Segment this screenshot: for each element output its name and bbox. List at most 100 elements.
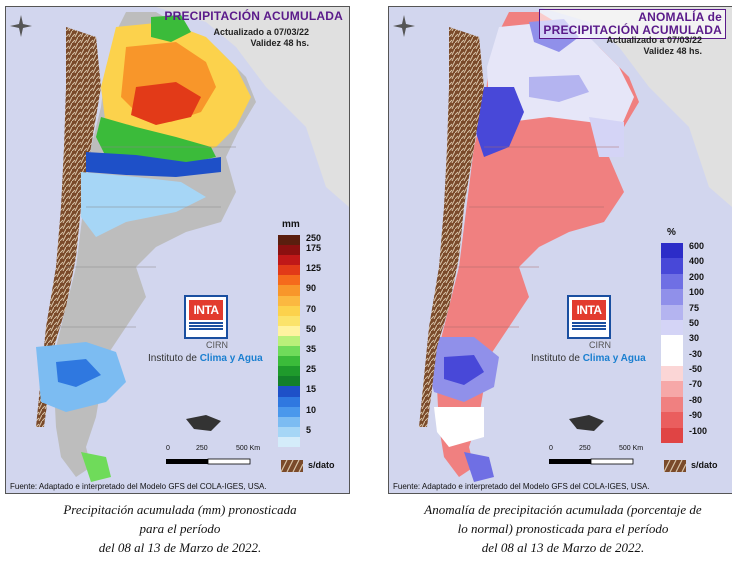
legend-label: -100: [689, 425, 708, 436]
legend-label: 250: [306, 233, 322, 243]
legend-label: 70: [306, 303, 317, 314]
legend-swatch: [278, 386, 300, 398]
map-title: ANOMALÍA de PRECIPITACIÓN ACUMULADA: [539, 9, 726, 39]
scale-label-0: 0: [166, 445, 170, 452]
validity-text: Validez 48 hs.: [250, 38, 309, 48]
inta-logo: INTA: [184, 295, 228, 339]
legend-label: 400: [689, 256, 705, 267]
inta-logo-text: INTA: [572, 300, 606, 320]
legend-label: 100: [689, 287, 705, 298]
precip-tdf: [81, 452, 111, 482]
map-update-info: Actualizado a 07/03/22 Validez 48 hs.: [213, 27, 309, 49]
legend-swatch: [278, 346, 300, 357]
legend-swatch: [661, 396, 683, 413]
legend-swatch: [278, 376, 300, 387]
legend-label: 5: [306, 424, 312, 435]
neighbour-land: [156, 7, 349, 207]
precip-lightblue: [81, 172, 206, 237]
legend-swatch: [278, 255, 300, 266]
compass-icon: [10, 15, 32, 37]
legend-label: 25: [306, 364, 317, 375]
province-borders: [439, 146, 619, 328]
legend-swatch: [661, 350, 683, 367]
legend-label: 15: [306, 384, 317, 395]
source-note: Fuente: Adaptado e interpretado del Mode…: [10, 482, 267, 491]
scale-bar: [166, 458, 251, 465]
legend-label: 125: [306, 263, 322, 274]
legend-swatch: [278, 416, 300, 428]
anomaly-tdf: [464, 452, 494, 482]
legend-label: 200: [689, 271, 705, 282]
legend-swatch: [278, 426, 300, 438]
legend-label: 35: [306, 344, 317, 355]
province-borders: [56, 146, 236, 328]
validity-text: Validez 48 hs.: [643, 46, 702, 56]
right-caption: Anomalía de precipitación acumulada (por…: [398, 500, 728, 557]
legend-swatch: [278, 245, 300, 256]
legend-swatch: [661, 427, 683, 444]
anomaly-blue-center: [529, 75, 589, 102]
legend-label: 10: [306, 404, 317, 415]
legend-label: -70: [689, 379, 703, 390]
left-caption: Precipitación acumulada (mm) pronosticad…: [30, 500, 330, 557]
legend-swatch: [661, 335, 683, 352]
precip-green-north: [151, 15, 191, 42]
map-update-info: Actualizado a 07/03/22 Validez 48 hs.: [606, 35, 702, 57]
scale-bar: [549, 458, 634, 465]
legend-swatch: [278, 396, 300, 408]
legend-swatch: [278, 325, 300, 337]
nodata-swatch: [663, 459, 687, 473]
caption-line: Precipitación acumulada (mm) pronosticad…: [63, 502, 297, 517]
legend-swatch: [661, 412, 683, 429]
legend-label: -30: [689, 348, 703, 359]
legend-label: 75: [689, 302, 700, 313]
compass-icon: [393, 15, 415, 37]
legend-label: -50: [689, 364, 703, 375]
cirn-label: CIRN: [206, 340, 228, 350]
nodata-label: s/dato: [691, 460, 718, 470]
updated-date: Actualizado a 07/03/22: [606, 35, 702, 45]
inta-logo-text: INTA: [189, 300, 223, 320]
title-line-2: PRECIPITACIÓN ACUMULADA: [543, 23, 722, 37]
title-line-1: ANOMALÍA de: [638, 10, 722, 24]
map-title: PRECIPITACIÓN ACUMULADA: [164, 9, 343, 23]
legend-label: 50: [306, 323, 317, 334]
caption-line: para el período: [139, 521, 221, 536]
legend-swatch: [278, 305, 300, 317]
scale-label-250: 250: [579, 445, 591, 452]
legend-swatch: [278, 285, 300, 297]
institute-label: Instituto de Clima y Agua: [531, 353, 646, 364]
precipitation-map-panel: PRECIPITACIÓN ACUMULADA Actualizado a 07…: [5, 6, 350, 494]
cirn-label: CIRN: [589, 340, 611, 350]
scale-label-500: 500 Km: [236, 445, 261, 452]
scale-label-500: 500 Km: [619, 445, 644, 452]
legend-swatch: [661, 319, 683, 336]
precip-red: [131, 82, 201, 125]
nodata-label: s/dato: [308, 460, 335, 470]
anomaly-white-south: [434, 407, 484, 447]
legend-swatch: [278, 265, 300, 276]
legend-swatch: [661, 273, 683, 290]
legend-label: 175: [306, 243, 322, 254]
anomaly-white-north: [487, 22, 634, 127]
legend-swatch: [278, 406, 300, 418]
caption-line: lo normal) pronosticada para el período: [457, 521, 669, 536]
legend-swatch: [278, 295, 300, 307]
malvinas-islands: [186, 415, 221, 431]
institute-label: Instituto de Clima y Agua: [148, 353, 263, 364]
legend-swatch: [278, 356, 300, 367]
legend-swatch: [661, 289, 683, 306]
anomaly-blue-south-dark: [444, 355, 484, 385]
legend-swatch: [278, 335, 300, 347]
legend-label: -90: [689, 410, 703, 421]
neighbour-land: [539, 7, 732, 207]
anomaly-blue-west: [474, 87, 524, 157]
anomaly-map-panel: ANOMALÍA de PRECIPITACIÓN ACUMULADA Actu…: [388, 6, 732, 494]
precip-south-dark: [56, 359, 101, 387]
nodata-region: [419, 27, 484, 427]
legend-swatch: [661, 258, 683, 275]
updated-date: Actualizado a 07/03/22: [213, 27, 309, 37]
legend-swatch: [278, 366, 300, 377]
legend-swatch: [278, 315, 300, 327]
legend-swatch: [278, 436, 300, 448]
